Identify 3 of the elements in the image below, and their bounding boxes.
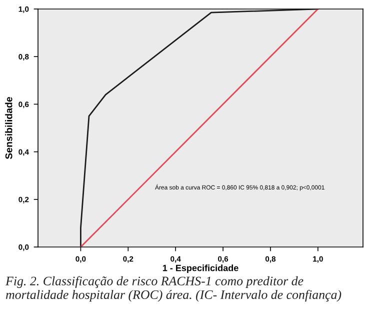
x-axis-title: 1 - Especificidade	[162, 264, 238, 273]
caption: Fig. 2. Classificação de risco RACHS-1 como preditor de mortalidade hospitalar (ROC) área. (IC- Intervalo de confiança)	[5, 276, 342, 302]
y-axis-title: Sensibilidade	[5, 96, 12, 160]
